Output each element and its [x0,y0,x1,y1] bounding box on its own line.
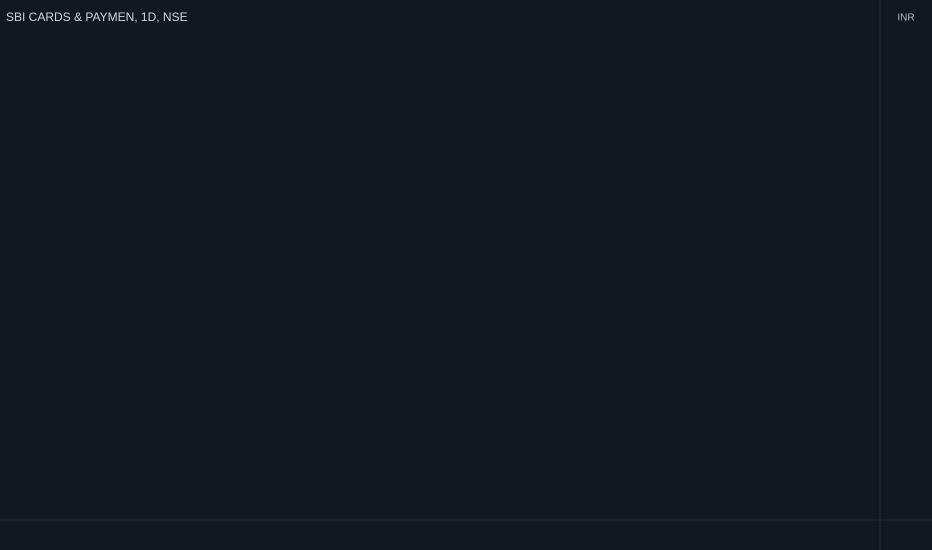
currency: INR [897,13,914,24]
chart-title: SBI CARDS & PAYMEN, 1D, NSE [6,10,188,24]
